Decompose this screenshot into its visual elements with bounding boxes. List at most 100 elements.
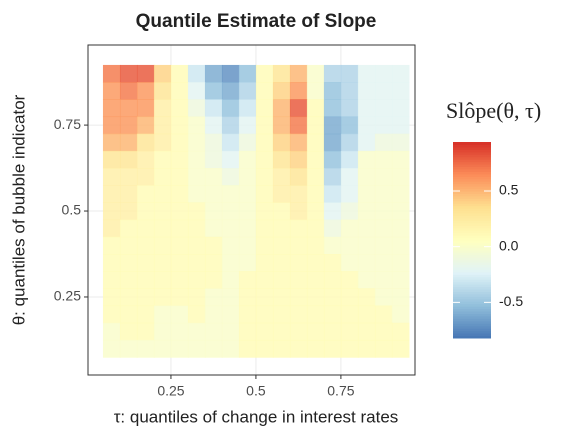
heatmap-cell <box>255 150 274 169</box>
colorbar-segment <box>453 146 491 150</box>
heatmap-cell <box>289 202 308 221</box>
colorbar-segment <box>453 257 491 261</box>
heatmap-cell <box>238 133 257 152</box>
heatmap-cell <box>306 168 325 186</box>
heatmap-cell <box>187 271 206 289</box>
colorbar-label: -0.5 <box>499 293 523 309</box>
heatmap-cell <box>221 322 240 341</box>
heatmap-cell <box>238 339 257 358</box>
heatmap-cell <box>119 168 138 186</box>
heatmap-cell <box>238 236 257 255</box>
colorbar-segment <box>453 286 491 290</box>
colorbar-segment <box>453 191 491 194</box>
heatmap-cell <box>136 116 155 135</box>
heatmap-cell <box>170 185 189 204</box>
heatmap-cell <box>153 254 172 272</box>
heatmap-cell <box>204 99 223 118</box>
heatmap-cell <box>374 254 393 272</box>
heatmap-cell <box>238 82 257 100</box>
heatmap-cell <box>374 202 393 221</box>
heatmap-cell <box>170 82 189 100</box>
heatmap-cell <box>357 64 376 83</box>
heatmap-cell <box>187 133 206 152</box>
heatmap-cell <box>374 236 393 255</box>
heatmap-cell <box>323 64 342 83</box>
heatmap-cell <box>357 202 376 221</box>
heatmap-cell <box>391 133 410 152</box>
colorbar-segment <box>453 164 491 167</box>
heatmap-cell <box>136 64 155 83</box>
heatmap-cell <box>187 305 206 324</box>
heatmap-cell <box>102 305 121 324</box>
heatmap-cell <box>153 64 172 83</box>
heatmap-cell <box>136 236 155 255</box>
heatmap-cell <box>102 322 121 341</box>
heatmap-cell <box>357 168 376 186</box>
heatmap-cell <box>187 219 206 238</box>
heatmap-cell <box>323 168 342 186</box>
heatmap-cell <box>272 133 291 152</box>
heatmap-cell <box>204 116 223 135</box>
heatmap-cell <box>323 150 342 169</box>
heatmap-cell <box>340 305 359 324</box>
colorbar-segment <box>453 156 491 160</box>
heatmap-cell <box>204 254 223 272</box>
colorbar-segment <box>453 240 491 243</box>
heatmap-cell <box>391 116 410 135</box>
colorbar-segment <box>453 203 491 207</box>
heatmap-cell <box>170 133 189 152</box>
heatmap-cell <box>255 168 274 186</box>
colorbar-segment <box>453 159 491 163</box>
heatmap-cell <box>255 254 274 272</box>
plot-border <box>87 44 416 376</box>
heatmap-cell <box>272 99 291 118</box>
heatmap-cell <box>170 271 189 289</box>
heatmap-cell <box>221 64 240 83</box>
heatmap-cell <box>119 150 138 169</box>
heatmap-cell <box>102 236 121 255</box>
heatmap-cell <box>340 133 359 152</box>
heatmap-cell <box>357 82 376 100</box>
heatmap-cell <box>374 64 393 83</box>
heatmap-cell <box>255 202 274 221</box>
heatmap-cell <box>272 322 291 341</box>
heatmap-cell <box>204 185 223 204</box>
heatmap-cell <box>306 236 325 255</box>
heatmap-cell <box>289 133 308 152</box>
heatmap-cell <box>323 99 342 118</box>
heatmap-cell <box>238 288 257 307</box>
heatmap-cell <box>306 133 325 152</box>
colorbar-segment <box>453 168 491 172</box>
heatmap-cell <box>119 288 138 307</box>
heatmap-cell <box>306 202 325 221</box>
heatmap-cell <box>374 339 393 358</box>
heatmap-cell <box>255 271 274 289</box>
heatmap-cell <box>204 305 223 324</box>
heatmap-cell <box>340 116 359 135</box>
heatmap-cell <box>272 339 291 358</box>
colorbar-segment <box>453 208 491 212</box>
heatmap-cell <box>102 168 121 186</box>
heatmap-cell <box>323 185 342 204</box>
heatmap-cell <box>153 236 172 255</box>
heatmap-cell <box>323 322 342 341</box>
y-axis-title: θ: quantiles of bubble indicator <box>9 94 28 325</box>
heatmap-cell <box>187 185 206 204</box>
heatmap-cell <box>374 150 393 169</box>
heatmap-cell <box>255 116 274 135</box>
heatmap-cell <box>306 271 325 289</box>
colorbar-segment <box>453 173 491 177</box>
colorbar-segment <box>453 284 491 288</box>
colorbar-segment <box>453 178 491 182</box>
heatmap-cell <box>357 133 376 152</box>
heatmap-cell <box>221 99 240 118</box>
colorbar-segment <box>453 315 491 319</box>
heatmap-cell <box>204 322 223 341</box>
colorbar-segment <box>453 161 491 165</box>
heatmap-cell <box>272 150 291 169</box>
heatmap-cell <box>187 99 206 118</box>
heatmap-cell <box>187 168 206 186</box>
chart-title: Quantile Estimate of Slope <box>136 11 377 32</box>
heatmap-cell <box>272 116 291 135</box>
heatmap-cell <box>391 288 410 307</box>
